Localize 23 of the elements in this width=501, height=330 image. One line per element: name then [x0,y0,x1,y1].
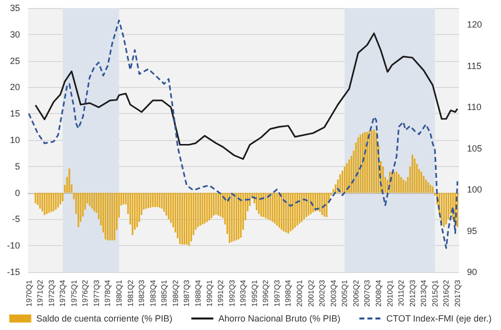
y2-tick-label: 100 [467,184,482,194]
y-tick-label: -5 [12,214,20,224]
y-tick-label: 20 [10,82,20,92]
y2-tick-label: 115 [467,60,482,71]
y2-tick-label: 90 [467,267,478,277]
line-series [34,32,458,160]
y2-tick-label: 105 [467,143,482,154]
y2-tick-label: 95 [467,226,478,236]
y2-tick-label: 110 [467,102,482,112]
y-tick-label: -15 [6,267,20,277]
legend-label: CTOT Index-FMI (eje der.) [386,314,492,324]
legend-label: Ahorro Nacional Bruto (% PIB) [218,314,340,324]
y-tick-label: 0 [14,188,20,198]
y-tick-label: 5 [14,161,20,172]
y2-tick-label: 120 [467,20,482,30]
line-series [28,20,458,249]
y-tick-label: 10 [10,135,20,145]
y-tick-label: 25 [10,56,20,66]
y-tick-label: 15 [10,108,20,119]
y-tick-label: -10 [6,240,20,251]
y-tick-label: 30 [10,29,20,40]
legend-label: Saldo de cuenta corriente (% PIB) [36,314,172,324]
y-tick-label: 35 [10,3,20,13]
